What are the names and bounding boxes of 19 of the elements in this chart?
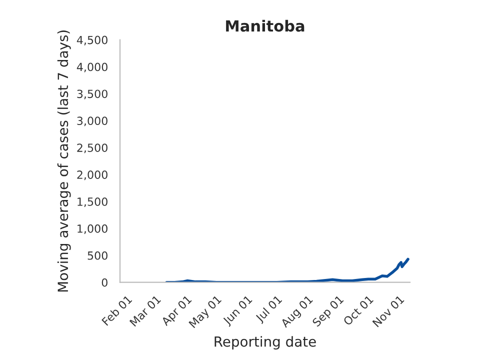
- x-tick-label: Nov 01: [372, 295, 404, 328]
- y-tick-label: 3,000: [77, 116, 108, 126]
- x-tick-label: Sep 01: [312, 295, 346, 329]
- y-tick-label: 0: [102, 278, 108, 287]
- y-axis-title: Moving average of cases (last 7 days): [57, 30, 71, 292]
- y-tick-label: 4,000: [76, 62, 108, 72]
- chart-title: Manitoba: [226, 20, 304, 32]
- y-tick-label: 500: [88, 251, 108, 260]
- y-tick-label: 3,500: [77, 90, 108, 100]
- y-tick-label: 1,500: [78, 197, 108, 208]
- y-tick-label: 2,500: [77, 144, 108, 154]
- y-tick-label: 1,000: [78, 224, 108, 234]
- y-tick-label: 2,000: [77, 170, 108, 180]
- x-tick-label: Jul 01: [254, 294, 284, 324]
- x-tick-label: Oct 01: [342, 295, 374, 326]
- x-tick-label: Jun 01: [222, 295, 254, 327]
- y-tick-label: 4,500: [76, 36, 108, 46]
- x-axis-title: Reporting date: [214, 336, 316, 350]
- line-series: [165, 258, 410, 282]
